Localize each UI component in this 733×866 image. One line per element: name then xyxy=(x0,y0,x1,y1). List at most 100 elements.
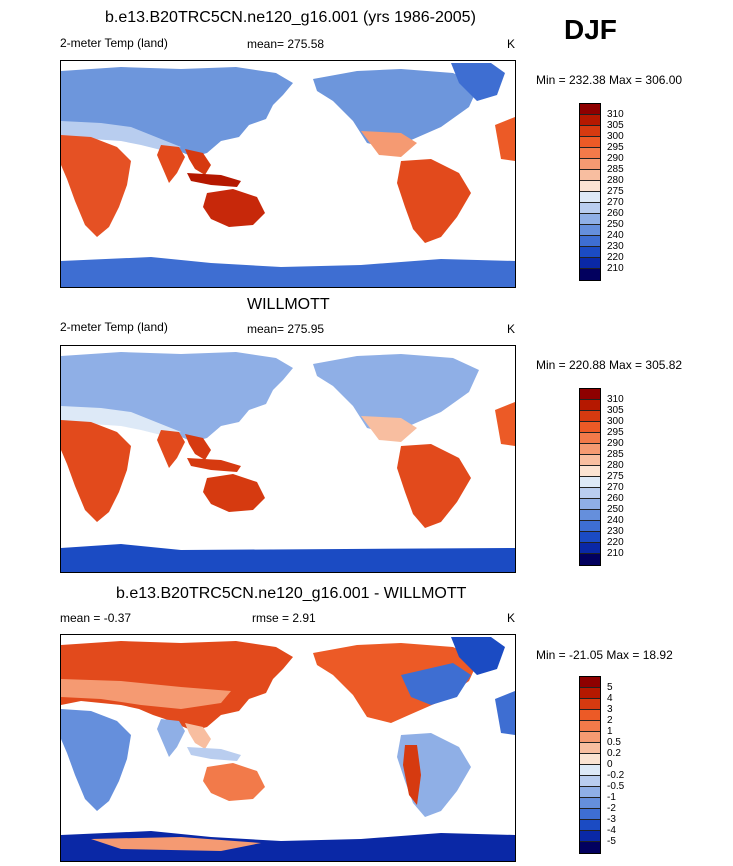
land-se-asia xyxy=(185,723,211,749)
cbar3-swatch xyxy=(580,699,600,710)
cbar2-label: 300 xyxy=(607,416,624,427)
cbar2-label: 290 xyxy=(607,438,624,449)
cbar1-swatch xyxy=(580,159,600,170)
cbar3-swatch xyxy=(580,721,600,732)
land-india xyxy=(157,719,185,757)
cbar3-swatch xyxy=(580,754,600,765)
cbar1-label: 295 xyxy=(607,142,624,153)
cbar3-label: -1 xyxy=(607,792,616,803)
land-greenland xyxy=(451,637,505,675)
cbar2-swatch xyxy=(580,433,600,444)
panel2-variable: 2-meter Temp (land) xyxy=(60,320,168,334)
cbar1-swatch xyxy=(580,192,600,203)
cbar2-label: 260 xyxy=(607,493,624,504)
land-africa xyxy=(61,135,131,237)
cbar1-label: 220 xyxy=(607,252,624,263)
cbar2-label: 270 xyxy=(607,482,624,493)
land-north-america xyxy=(313,354,479,434)
cbar2-label: 230 xyxy=(607,526,624,537)
cbar2-swatch xyxy=(580,554,600,565)
cbar1-label: 290 xyxy=(607,153,624,164)
panel2-colorbar xyxy=(579,388,601,566)
cbar2-swatch xyxy=(580,422,600,433)
cbar2-swatch xyxy=(580,477,600,488)
panel3-title: b.e13.B20TRC5CN.ne120_g16.001 - WILLMOTT xyxy=(116,585,467,602)
land-eurasia xyxy=(61,641,293,731)
cbar2-swatch xyxy=(580,444,600,455)
cbar2-swatch xyxy=(580,389,600,400)
cbar1-swatch xyxy=(580,247,600,258)
cbar1-swatch xyxy=(580,148,600,159)
land-indonesia xyxy=(187,458,241,472)
cbar3-swatch xyxy=(580,765,600,776)
land-eurasia-south xyxy=(61,121,181,151)
cbar2-swatch xyxy=(580,543,600,554)
land-eurasia xyxy=(61,67,293,157)
cbar1-swatch xyxy=(580,236,600,247)
land-india xyxy=(157,430,185,468)
cbar3-swatch xyxy=(580,677,600,688)
land-india xyxy=(157,145,185,183)
panel3-map-plot xyxy=(61,635,515,861)
land-se-asia xyxy=(185,149,211,175)
cbar3-label: -3 xyxy=(607,814,616,825)
cbar2-swatch xyxy=(580,499,600,510)
land-eurasia-band xyxy=(61,679,231,709)
cbar3-label: 1 xyxy=(607,726,613,737)
cbar3-label: 3 xyxy=(607,704,613,715)
cbar3-label: 0.5 xyxy=(607,737,621,748)
cbar3-label: 4 xyxy=(607,693,613,704)
cbar2-label: 285 xyxy=(607,449,624,460)
cbar1-label: 240 xyxy=(607,230,624,241)
cbar1-label: 270 xyxy=(607,197,624,208)
cbar2-label: 210 xyxy=(607,548,624,559)
land-europe-east xyxy=(495,117,515,161)
land-africa xyxy=(61,709,131,811)
panel2-map xyxy=(60,345,516,573)
panel1-units: K xyxy=(507,37,516,51)
cbar3-swatch xyxy=(580,798,600,809)
cbar2-swatch xyxy=(580,400,600,411)
land-indonesia xyxy=(187,173,241,187)
land-indonesia xyxy=(187,747,241,761)
cbar2-swatch xyxy=(580,455,600,466)
cbar3-label: -5 xyxy=(607,836,616,847)
cbar1-swatch xyxy=(580,269,600,280)
cbar1-label: 285 xyxy=(607,164,624,175)
land-australia xyxy=(203,189,265,227)
land-eurasia xyxy=(61,352,293,442)
cbar1-swatch xyxy=(580,258,600,269)
panel1-map xyxy=(60,60,516,288)
land-europe-east xyxy=(495,691,515,735)
cbar3-label: 5 xyxy=(607,682,613,693)
cbar3-label: 0 xyxy=(607,759,613,770)
season-label: DJF xyxy=(564,14,617,45)
cbar1-swatch xyxy=(580,115,600,126)
land-antarctica xyxy=(61,544,515,572)
cbar1-swatch xyxy=(580,137,600,148)
land-north-america xyxy=(313,643,479,723)
cbar3-label: -0.5 xyxy=(607,781,625,792)
cbar2-swatch xyxy=(580,510,600,521)
panel1-mean: mean= 275.58 xyxy=(247,37,325,51)
cbar3-swatch xyxy=(580,776,600,787)
panel1-variable: 2-meter Temp (land) xyxy=(60,36,168,50)
cbar1-label: 210 xyxy=(607,263,624,274)
cbar2-swatch xyxy=(580,521,600,532)
cbar2-label: 305 xyxy=(607,405,624,416)
cbar3-label: -0.2 xyxy=(607,770,625,781)
land-se-asia xyxy=(185,434,211,460)
cbar1-swatch xyxy=(580,225,600,236)
cbar3-label: -4 xyxy=(607,825,616,836)
cbar1-label: 260 xyxy=(607,208,624,219)
land-south-america xyxy=(397,444,471,528)
cbar3-label: 2 xyxy=(607,715,613,726)
land-antarctica xyxy=(61,257,515,287)
cbar2-label: 240 xyxy=(607,515,624,526)
land-australia xyxy=(203,474,265,512)
cbar2-label: 250 xyxy=(607,504,624,515)
cbar2-label: 280 xyxy=(607,460,624,471)
land-antarctica-band xyxy=(91,837,261,851)
cbar1-swatch xyxy=(580,214,600,225)
land-south-america-west xyxy=(403,745,421,805)
